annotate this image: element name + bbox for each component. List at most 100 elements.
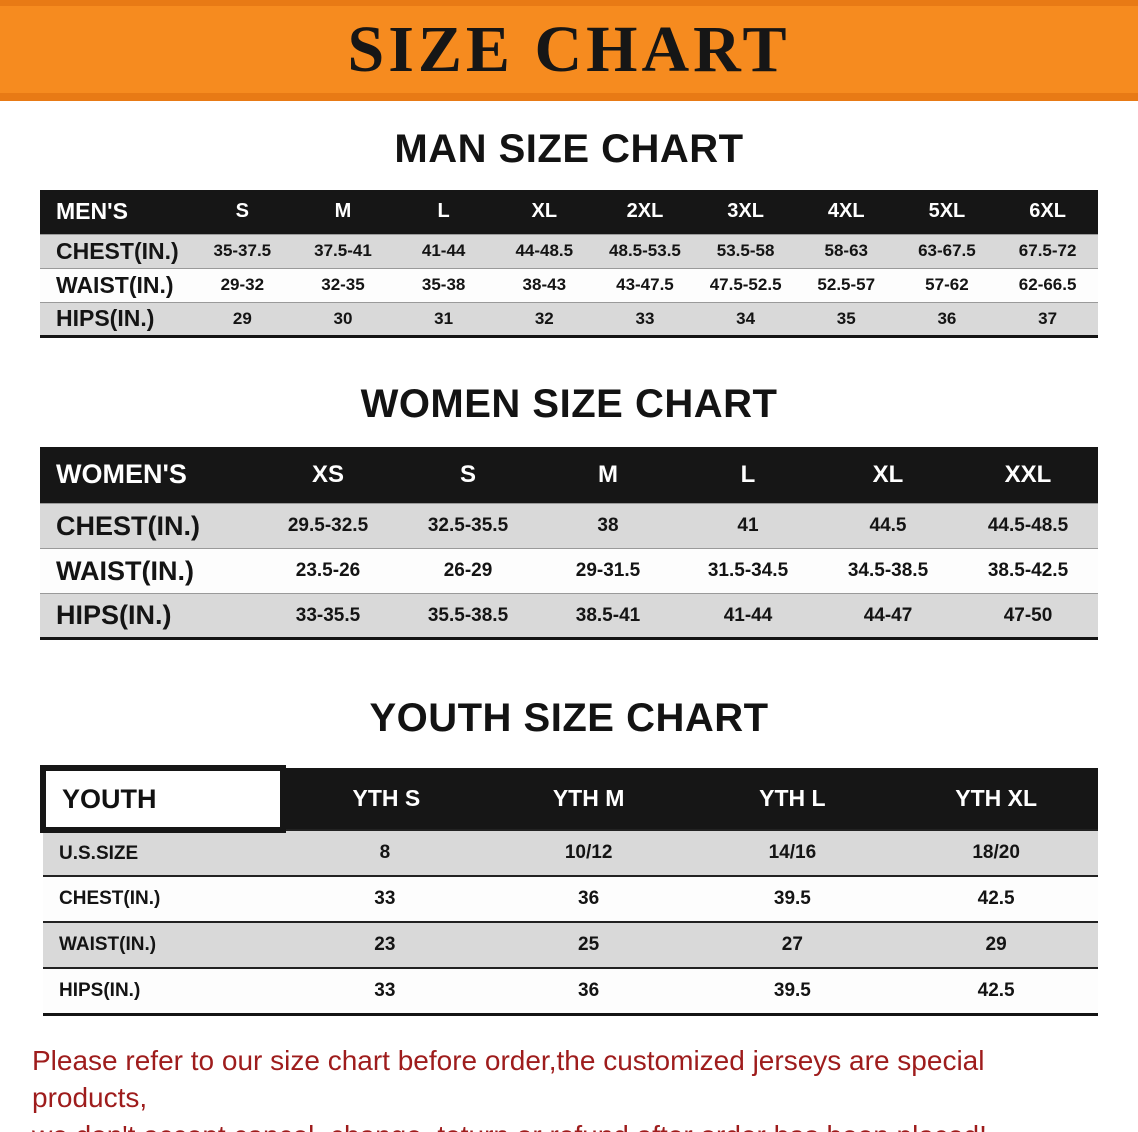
table-row: U.S.SIZE 8 10/12 14/16 18/20 (43, 830, 1098, 876)
table-title-cell: MEN'S (40, 190, 192, 234)
table-cell: 29 (985, 934, 1007, 955)
table-cell: 41-44 (723, 604, 773, 626)
table-title-cell: WOMEN'S (40, 446, 258, 504)
table-cell: 33-35.5 (295, 604, 361, 626)
column-header: L (393, 190, 494, 234)
table-cell: 38.5-41 (575, 604, 641, 626)
table-cell: 29.5-32.5 (287, 515, 369, 536)
column-header: 2XL (594, 190, 696, 234)
table-cell: 32.5-35.5 (427, 515, 509, 536)
table-cell: 29 (232, 308, 252, 328)
column-header: XS (258, 446, 398, 504)
column-header: XL (493, 190, 595, 234)
column-header: M (538, 446, 678, 504)
table-cell: 38 (597, 515, 619, 536)
table-cell: 23.5-26 (295, 560, 361, 581)
column-header: M (292, 190, 394, 234)
table-cell: 67.5-72 (1018, 241, 1077, 260)
column-header: 3XL (695, 190, 796, 234)
table-cell: 27 (781, 934, 803, 955)
table-header-row: MEN'S S M L XL 2XL 3XL 4XL 5XL 6XL (40, 190, 1098, 234)
youth-size-table: YOUTH YTH S YTH M YTH L YTH XL U.S.SIZE 8 10/12… (40, 765, 1098, 1016)
table-cell: 42.5 (977, 888, 1015, 909)
table-cell: 36 (937, 308, 957, 328)
table-cell: 35.5-38.5 (427, 604, 509, 626)
row-label: U.S.SIZE (59, 843, 139, 864)
banner: SIZE CHART (0, 0, 1138, 101)
men-size-table: MEN'S S M L XL 2XL 3XL 4XL 5XL 6XL CHEST(IN.) 35-37… (40, 190, 1098, 338)
youth-size-section: YOUTH SIZE CHART YOUTH YTH S YTH M YTH L YTH… (0, 640, 1138, 1016)
table-cell: 29-32 (220, 275, 265, 294)
table-cell: 23 (374, 934, 396, 955)
table-row: HIPS(IN.) 29 30 31 32 33 34 35 36 37 (40, 302, 1098, 336)
table-row: WAIST(IN.) 29-32 32-35 35-38 38-43 43-47.5 47.… (40, 268, 1098, 302)
disclaimer-note: Please refer to our size chart before or… (0, 1042, 1138, 1132)
column-header: 5XL (896, 190, 998, 234)
table-cell: 52.5-57 (817, 275, 876, 294)
table-cell: 47-50 (1003, 604, 1053, 626)
men-size-section: MAN SIZE CHART MEN'S S M L XL 2XL 3XL 4XL 5XL 6XL… (0, 101, 1138, 338)
table-cell: 57-62 (925, 275, 969, 294)
row-label: WAIST(IN.) (56, 271, 174, 298)
table-cell: 26-29 (443, 560, 493, 581)
column-header: 6XL (997, 190, 1098, 234)
women-size-table: WOMEN'S XS S M L XL XXL CHEST(IN.) 29.5-32.5 32.5… (40, 446, 1098, 640)
table-cell: 34.5-38.5 (847, 560, 929, 581)
table-cell: 37.5-41 (314, 241, 372, 260)
table-cell: 43-47.5 (616, 275, 674, 294)
table-cell: 41-44 (421, 241, 466, 260)
disclaimer-line-1: Please refer to our size chart before or… (32, 1044, 985, 1114)
table-cell: 44-47 (863, 604, 913, 626)
table-cell: 44-48.5 (515, 241, 574, 260)
table-row: CHEST(IN.) 29.5-32.5 32.5-35.5 38 41 44.5 44.5… (40, 503, 1098, 549)
table-cell: 58-63 (824, 241, 868, 260)
table-cell: 31.5-34.5 (707, 560, 789, 581)
table-cell: 47.5-52.5 (709, 275, 782, 294)
table-cell: 10/12 (564, 842, 613, 863)
column-header: S (192, 190, 293, 234)
table-title-cell: YOUTH (40, 765, 286, 833)
column-header: YTH L (690, 768, 895, 830)
table-cell: 53.5-58 (716, 241, 775, 260)
row-label: WAIST(IN.) (56, 555, 194, 586)
disclaimer-line-2: we don't accept cancel, change, teturn o… (32, 1117, 1106, 1132)
table-cell: 35-38 (421, 275, 466, 294)
table-cell: 25 (578, 934, 600, 955)
table-cell: 35 (836, 308, 856, 328)
table-cell: 63-67.5 (918, 241, 976, 260)
table-cell: 41 (737, 515, 759, 536)
table-cell: 32 (534, 308, 554, 328)
table-header-row: YOUTH YTH S YTH M YTH L YTH XL (40, 765, 1098, 833)
table-cell: 35-37.5 (213, 241, 272, 260)
table-cell: 33 (374, 888, 396, 909)
table-row: HIPS(IN.) 33-35.5 35.5-38.5 38.5-41 41-44 44-… (40, 593, 1098, 639)
table-header-row: WOMEN'S XS S M L XL XXL (40, 446, 1098, 504)
table-cell: 31 (434, 308, 454, 328)
row-label: HIPS(IN.) (56, 305, 155, 331)
column-header: S (398, 446, 538, 504)
table-cell: 32-35 (321, 275, 365, 294)
table-cell: 34 (736, 308, 756, 328)
table-cell: 30 (333, 308, 353, 328)
table-cell: 38.5-42.5 (987, 560, 1069, 581)
table-cell: 29-31.5 (575, 560, 641, 581)
table-cell: 39.5 (773, 888, 811, 909)
row-label: WAIST(IN.) (59, 934, 157, 955)
table-cell: 42.5 (977, 979, 1015, 1001)
table-cell: 36 (578, 888, 600, 909)
table-cell: 18/20 (972, 842, 1020, 863)
column-header: YTH M (486, 768, 691, 830)
table-cell: 44.5 (869, 515, 907, 536)
women-size-section: WOMEN SIZE CHART WOMEN'S XS S M L XL XXL CHEST(… (0, 338, 1138, 640)
table-cell: 14/16 (768, 842, 817, 863)
row-label: CHEST(IN.) (59, 888, 161, 909)
table-row: CHEST(IN.) 35-37.5 37.5-41 41-44 44-48.5 48.5… (40, 234, 1098, 268)
women-chart-heading: WOMEN SIZE CHART (360, 381, 778, 426)
table-row: CHEST(IN.) 33 36 39.5 42.5 (43, 876, 1098, 922)
column-header: YTH XL (894, 768, 1098, 830)
table-cell: 39.5 (773, 979, 811, 1001)
table-cell: 8 (379, 842, 391, 863)
table-cell: 44.5-48.5 (987, 515, 1069, 536)
table-cell: 36 (578, 979, 600, 1001)
